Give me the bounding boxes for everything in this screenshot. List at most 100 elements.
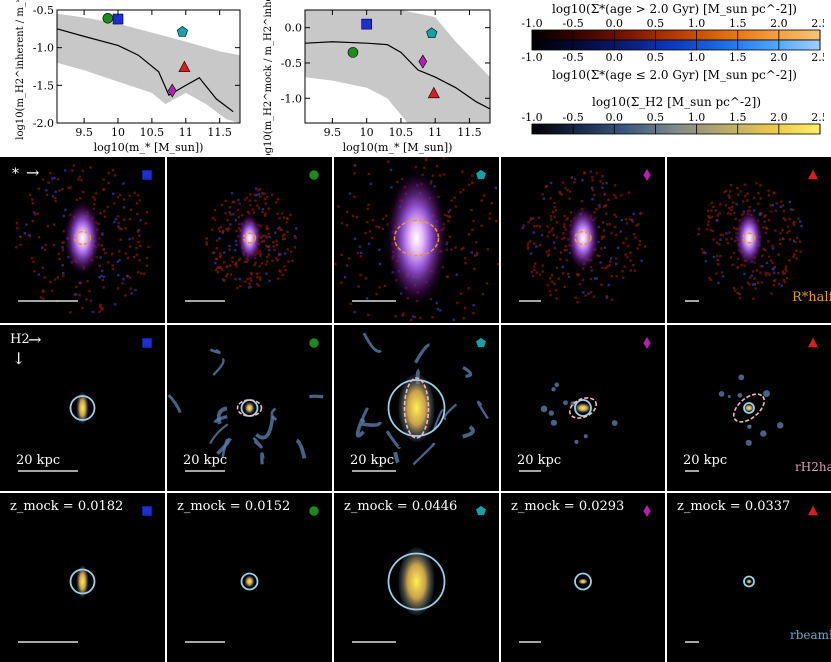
legend-beam-half-radius: rbeamhalf: [790, 628, 831, 642]
row-label-stellar: *: [12, 166, 19, 182]
scale-bar-label: 20 kpc: [350, 453, 395, 468]
colorbar-young-label: log10(Σ*(age ≤ 2.0 Gyr) [M_sun pc^-2]): [552, 68, 797, 82]
beam-half-radius-circle: [69, 568, 96, 595]
mock-redshift-label: z_mock = 0.0182: [10, 499, 124, 514]
mock-redshift-label: z_mock = 0.0293: [511, 499, 625, 514]
colorbar-tick-label: 2.0: [770, 17, 788, 30]
data-point-circle: [347, 47, 359, 58]
plot-inherent-ratio: 9.5 10 10.5 11 11.5 -0.5 -1.0 -1.5 -2.0 log10(m_*…: [15, 0, 241, 154]
h2-half-radius-ellipse: [568, 397, 598, 419]
stellar-core: [565, 203, 601, 273]
h2-emission: [746, 579, 752, 584]
colorbar-tick-label: 2.5: [811, 51, 824, 64]
triangle-marker-icon: [807, 504, 819, 516]
h2-emission: [76, 392, 89, 424]
pentagon-marker-icon: [475, 337, 487, 348]
panel-stellar-diamond: [501, 157, 665, 323]
panel-stellar-pentagon: [334, 157, 499, 323]
pentagon-marker-icon: [475, 505, 487, 516]
legend-stellar-half-radius: R*half: [792, 290, 831, 305]
h2-emission: [744, 404, 754, 412]
triangle-marker-icon: [807, 168, 819, 180]
colorbar-old-stars: log10(Σ*(age > 2.0 Gyr) [M_sun pc^-2]) -…: [512, 0, 824, 60]
data-point-pentagon: [176, 25, 188, 37]
x-tick-label: 11.5: [207, 126, 232, 139]
h2-emission: [398, 374, 435, 442]
stellar-core: [733, 207, 765, 269]
colorbar-tick-label: 1.0: [688, 111, 706, 124]
x-tick-label: 10.5: [140, 126, 165, 139]
row-label-h2: H2: [10, 332, 30, 347]
colorbar-h2: log10(Σ_H2 [M_sun pc^-2]) -1.0 -0.5 0.0 0.5…: [512, 92, 824, 147]
data-point-circle: [102, 12, 114, 24]
stellar-half-radius-ellipse: [742, 232, 756, 244]
h2-emission: [578, 578, 588, 585]
panel-mock-pentagon: [334, 493, 499, 662]
colorbar-tick-label: 2.0: [770, 51, 788, 64]
diamond-marker-icon: [642, 335, 652, 351]
h2-emission: [398, 547, 435, 616]
h2-half-radius-ellipse: [236, 399, 263, 417]
colorbar-tick-label: 1.5: [729, 17, 747, 30]
colorbar-tick-label: -1.0: [521, 51, 542, 64]
mock-redshift-label: z_mock = 0.0446: [344, 499, 458, 514]
panel-h2-square: [0, 325, 165, 491]
colorbar-tick-label: 0.5: [647, 111, 665, 124]
colorbar-tick-label: 2.5: [811, 17, 824, 30]
pentagon-marker-icon: [475, 169, 487, 180]
y-tick-label: -0.5: [33, 4, 54, 17]
colorbar-h2-label: log10(Σ_H2 [M_sun pc^-2]): [592, 95, 762, 109]
beam-half-radius-circle: [743, 402, 755, 414]
plot-frame: [304, 9, 491, 124]
y-tick-label: -1.0: [33, 42, 54, 55]
x-axis-label: log10(m_* [M_sun]): [343, 141, 453, 154]
legend-h2-half-radius: rH2half: [795, 460, 831, 474]
y-axis-label: log10(m_H2^inherent / m_*): [15, 0, 26, 140]
stellar-core: [384, 166, 449, 310]
x-tick-label: 10: [360, 126, 374, 139]
panel-h2-triangle: [667, 325, 831, 491]
h2-half-radius-ellipse: [732, 393, 766, 423]
x-tick-label: 10: [111, 126, 125, 139]
circle-marker-icon: [308, 505, 320, 517]
diamond-marker-icon: [642, 503, 652, 519]
colorbar-tick-label: 0.0: [606, 111, 624, 124]
data-point-triangle: [178, 60, 191, 73]
panel-stellar-triangle: [667, 157, 831, 323]
scale-bar-label: 20 kpc: [517, 453, 562, 468]
colorbar-tick-label: 1.5: [729, 111, 747, 124]
colorbar-tick-label: 1.0: [688, 17, 706, 30]
diamond-marker-icon: [642, 167, 652, 183]
beam-half-radius-circle: [240, 572, 259, 591]
beam-half-radius-circle: [387, 379, 446, 437]
plot-mock-ratio: 9.5 10 10.5 11 11.5 0.0 -0.5 -1.0 log10(m_* [M_s…: [263, 0, 491, 155]
square-marker-icon: [141, 337, 153, 349]
colorbar-tick-label: -0.5: [563, 111, 584, 124]
colorbar-tick-label: 0.5: [647, 51, 665, 64]
panel-h2-diamond: [501, 325, 665, 491]
y-tick-label: 0.0: [285, 22, 303, 35]
colorbar-young-stars: -1.0 -0.5 0.0 0.5 1.0 1.5 2.0 2.5 log10(Σ*(age …: [512, 38, 824, 93]
panel-stellar-square: [0, 157, 165, 323]
colorbar-tick-label: -1.0: [521, 17, 542, 30]
colorbar-tick-label: 2.0: [770, 111, 788, 124]
median-line: [304, 41, 491, 110]
circle-marker-icon: [308, 337, 320, 349]
panel-mock-diamond: [501, 493, 665, 662]
x-tick-label: 11: [179, 126, 193, 139]
colorbar-tick-label: 0.0: [606, 51, 624, 64]
row-arrow-h2: →: [28, 330, 42, 349]
colorbar-tick-label: 2.5: [811, 111, 824, 124]
panel-mock-square: [0, 493, 165, 662]
y-tick-label: -0.5: [281, 57, 302, 70]
h2-emission: [244, 575, 255, 588]
stellar-core: [236, 212, 263, 264]
scale-bar-label: 20 kpc: [183, 453, 228, 468]
y-axis-label: log10(m_H2^mock / m_H2^inherent): [263, 0, 274, 155]
colorbar-gradient: [531, 123, 821, 135]
stellar-core: [63, 199, 102, 277]
panel-h2-pentagon: [334, 325, 499, 491]
y-tick-label: -1.0: [281, 92, 302, 105]
stellar-half-radius-ellipse: [393, 219, 440, 257]
mock-redshift-label: z_mock = 0.0337: [677, 499, 791, 514]
